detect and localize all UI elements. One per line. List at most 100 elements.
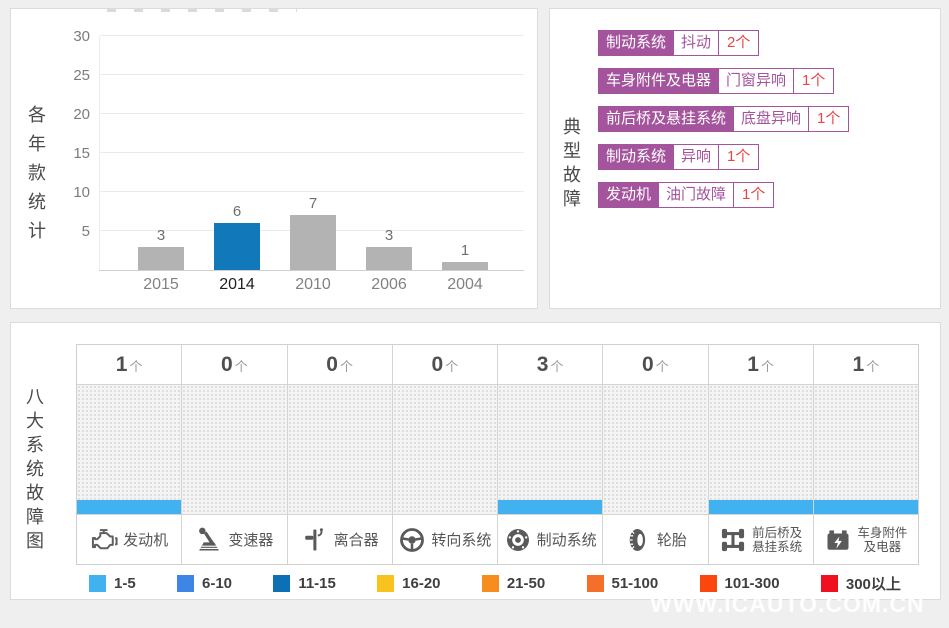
- system-name: 制动系统: [536, 532, 597, 549]
- system-column-6: 0 个轮胎: [602, 345, 708, 564]
- legend-swatch: [481, 575, 499, 592]
- clipped-chart-title: [107, 9, 297, 12]
- legend-swatch: [89, 575, 106, 592]
- systems-fault-table: 1 个发动机 0 个变速器 0 个离合器 0 个转向系统 3 个制动系统 0 个轮胎 1 个前后桥及 悬挂系…: [76, 344, 919, 565]
- fault-count-legend: 1-5 6-10 11-15 16-20 21-50 51-100 101-300 300以上: [89, 573, 901, 594]
- brake-icon: [504, 526, 532, 554]
- legend-label: 6-10: [201, 575, 233, 592]
- system-label-cell[interactable]: 前后桥及 悬挂系统: [708, 514, 813, 564]
- system-fault-cell: [287, 385, 392, 514]
- fault-name-label: 抖动: [673, 31, 718, 55]
- fault-range-bar[interactable]: [708, 500, 813, 514]
- legend-item-6-10: 6-10: [176, 575, 233, 592]
- typical-fault-item[interactable]: 发动机 油门故障 1个: [598, 182, 775, 208]
- fault-count-number: 1: [747, 353, 759, 376]
- year-bar-2006[interactable]: [366, 246, 412, 270]
- fault-count-unit: 个: [445, 359, 459, 374]
- x-axis-label-2015[interactable]: 2015: [143, 276, 179, 293]
- fault-name-label: 底盘异响: [733, 107, 808, 131]
- legend-item-300以上: 300以上: [820, 573, 901, 594]
- fault-system-label: 前后桥及悬挂系统: [599, 107, 734, 131]
- fault-system-label: 车身附件及电器: [599, 69, 719, 93]
- legend-label: 300以上: [845, 576, 901, 593]
- typical-faults-panel: 典型故障 制动系统 抖动 2个 车身附件及电器 门窗异响 1个 前后桥及悬挂系统 底盘异响 1个…: [549, 8, 941, 309]
- fault-count-number: 0: [221, 353, 233, 376]
- yearly-stats-panel: 各年款统计 5 10 15 20 25 30 3 2015 6 2014 7 2010 3 2006 1 20…: [10, 8, 538, 309]
- year-bar-2015[interactable]: [138, 246, 184, 270]
- bar-value-label: 1: [460, 242, 470, 260]
- fault-count-label: 1个: [793, 69, 833, 93]
- system-fault-cell: [498, 385, 603, 514]
- fault-count-number: 1: [852, 353, 865, 376]
- fault-count-unit: 个: [129, 359, 143, 374]
- x-axis-label-2006[interactable]: 2006: [371, 276, 407, 293]
- x-axis-label-2004[interactable]: 2004: [447, 276, 483, 293]
- gridline: [100, 74, 524, 75]
- year-bar-2010[interactable]: [290, 215, 336, 270]
- system-label-cell[interactable]: 制动系统: [498, 514, 603, 564]
- system-label-cell[interactable]: 发动机: [77, 514, 182, 564]
- system-column-2: 0 个变速器: [181, 345, 287, 564]
- year-bar-2004[interactable]: [442, 262, 488, 270]
- legend-item-51-100: 51-100: [586, 575, 658, 592]
- legend-label: 21-50: [506, 575, 546, 592]
- year-bar-2014[interactable]: [214, 223, 260, 270]
- clutch-icon: [301, 526, 329, 554]
- system-label-cell[interactable]: 车身附件 及电器: [813, 514, 918, 564]
- fault-system-label: 制动系统: [599, 145, 674, 169]
- x-axis-label-2010[interactable]: 2010: [295, 276, 331, 293]
- fault-count-label: 2个: [718, 31, 758, 55]
- typical-fault-item[interactable]: 车身附件及电器 门窗异响 1个: [598, 68, 835, 94]
- legend-swatch: [273, 575, 291, 592]
- system-fault-cell: [77, 385, 182, 514]
- fault-range-bar[interactable]: [498, 500, 603, 514]
- gridline: [100, 35, 524, 36]
- legend-item-16-20: 16-20: [377, 575, 441, 592]
- y-axis-tick: 20: [73, 106, 90, 123]
- fault-count-unit: 个: [234, 359, 248, 374]
- system-name: 车身附件 及电器: [857, 525, 908, 554]
- bar-value-label: 3: [156, 226, 166, 244]
- legend-swatch: [820, 575, 838, 592]
- typical-fault-item[interactable]: 前后桥及悬挂系统 底盘异响 1个: [598, 106, 850, 132]
- fault-name-label: 异响: [673, 145, 718, 169]
- system-name: 前后桥及 悬挂系统: [752, 525, 803, 554]
- fault-range-bar[interactable]: [813, 500, 918, 514]
- eight-systems-panel: 八大系统故障图 1 个发动机 0 个变速器 0 个离合器 0 个转向系统 3 个制动系统 0 个轮胎 1…: [10, 322, 941, 600]
- gridline: [100, 113, 524, 114]
- system-label-cell[interactable]: 转向系统: [392, 514, 497, 564]
- legend-swatch: [586, 575, 604, 592]
- y-axis-tick: 25: [73, 67, 90, 84]
- system-column-4: 0 个转向系统: [391, 345, 497, 564]
- fault-count-label: 1个: [808, 107, 848, 131]
- fault-range-bar[interactable]: [77, 500, 182, 514]
- system-fault-cell: [708, 385, 813, 514]
- fault-count-number: 0: [642, 353, 654, 376]
- typical-fault-item[interactable]: 制动系统 异响 1个: [598, 144, 760, 170]
- x-axis-label-2014[interactable]: 2014: [219, 276, 255, 293]
- systems-panel-side-label: 八大系统故障图: [26, 387, 44, 551]
- system-label-cell[interactable]: 轮胎: [603, 514, 708, 564]
- fault-count-unit: 个: [339, 359, 353, 374]
- fault-count-unit: 个: [866, 359, 880, 374]
- system-fault-cell: [603, 385, 708, 514]
- system-column-7: 1 个前后桥及 悬挂系统: [707, 345, 813, 564]
- legend-label: 16-20: [402, 575, 441, 592]
- steering-icon: [398, 526, 426, 554]
- system-label-cell[interactable]: 变速器: [182, 514, 287, 564]
- system-label-cell[interactable]: 离合器: [287, 514, 392, 564]
- system-fault-cell: [182, 385, 287, 514]
- typical-fault-item[interactable]: 制动系统 抖动 2个: [598, 30, 760, 56]
- y-axis-tick: 30: [73, 28, 90, 45]
- bar-value-label: 3: [384, 226, 394, 244]
- system-column-1: 1 个发动机: [77, 345, 182, 564]
- system-column-5: 3 个制动系统: [497, 345, 603, 564]
- fault-count-unit: 个: [760, 359, 774, 374]
- fault-name-label: 门窗异响: [718, 69, 793, 93]
- legend-swatch: [699, 575, 717, 592]
